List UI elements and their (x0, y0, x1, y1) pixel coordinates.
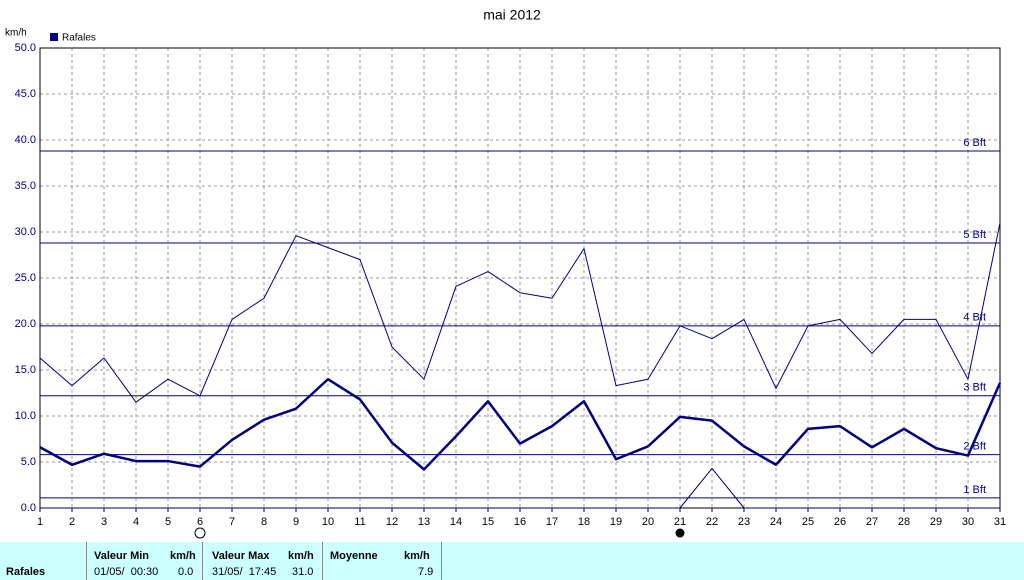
x-tick-label: 1 (37, 516, 43, 528)
x-tick-label: 3 (101, 516, 107, 528)
x-tick-label: 15 (482, 516, 494, 528)
y-tick-label: 30.0 (15, 226, 36, 238)
summary-panel: Rafales Valeur Min km/h Valeur Max km/h … (0, 542, 1024, 580)
x-tick-label: 30 (962, 516, 974, 528)
y-unit: km/h (5, 28, 27, 39)
x-tick-label: 5 (165, 516, 171, 528)
summary-name: Rafales (6, 566, 46, 578)
summary-box (86, 542, 442, 580)
x-tick-label: 18 (578, 516, 590, 528)
data-line (39, 377, 1002, 471)
legend-label: Rafales (62, 33, 96, 44)
x-tick-label: 8 (261, 516, 267, 528)
x-tick-label: 17 (546, 516, 558, 528)
x-tick-label: 13 (418, 516, 430, 528)
x-tick-label: 29 (930, 516, 942, 528)
divider (322, 542, 323, 580)
x-tick-label: 10 (322, 516, 334, 528)
chart: mai 2012 km/h Rafales 0.0 5.0 10.0 15.0 20.0… (5, 7, 1006, 539)
value: 31/05/ 17:45 (212, 566, 277, 578)
data-line (40, 467, 1000, 509)
value: 0.0 (178, 566, 194, 578)
data-line (39, 222, 1001, 403)
x-tick-label: 2 (69, 516, 75, 528)
x-tick-label: 28 (898, 516, 910, 528)
x-tick-label: 12 (386, 516, 398, 528)
value: 01/05/ 00:30 (94, 566, 159, 578)
header: km/h (404, 550, 430, 562)
reference-label: 1 Bft (963, 484, 986, 496)
x-tick-label: 6 (197, 516, 203, 528)
moon-phase (675, 528, 685, 538)
header: Valeur Min (94, 550, 150, 562)
reference-label: 3 Bft (963, 382, 986, 394)
x-tick-label: 23 (738, 516, 750, 528)
y-tick-label: 0.0 (21, 502, 36, 514)
y-tick-label: 50.0 (15, 42, 36, 54)
x-tick-label: 31 (994, 516, 1006, 528)
value: 31.0 (292, 566, 314, 578)
moon-phase (194, 527, 206, 539)
reference-label: 2 Bft (963, 441, 986, 453)
x-tick-label: 21 (674, 516, 686, 528)
x-tick-label: 16 (514, 516, 526, 528)
legend-swatch (50, 33, 58, 41)
x-tick-label: 24 (770, 516, 782, 528)
header: Moyenne (330, 550, 378, 562)
x-tick-label: 22 (706, 516, 718, 528)
reference-label: 5 Bft (963, 229, 986, 241)
header: km/h (170, 550, 196, 562)
x-tick-label: 11 (354, 516, 365, 528)
x-tick-label: 4 (133, 516, 139, 528)
y-tick-label: 35.0 (15, 180, 36, 192)
reference-label: 4 Bft (963, 312, 986, 324)
chart-title: mai 2012 (483, 7, 541, 23)
reference-label: 6 Bft (963, 137, 986, 149)
x-tick-label: 27 (866, 516, 878, 528)
y-tick-label: 45.0 (15, 88, 36, 100)
x-tick-label: 20 (642, 516, 654, 528)
y-tick-label: 15.0 (15, 364, 36, 376)
x-tick-label: 19 (610, 516, 622, 528)
header: km/h (288, 550, 314, 562)
header: Valeur Max (212, 550, 270, 562)
y-tick-label: 10.0 (15, 410, 36, 422)
y-tick-label: 20.0 (15, 318, 36, 330)
x-tick-label: 25 (802, 516, 814, 528)
y-tick-label: 25.0 (15, 272, 36, 284)
y-tick-label: 40.0 (15, 134, 36, 146)
x-tick-label: 9 (293, 516, 299, 528)
y-tick-label: 5.0 (21, 456, 36, 468)
value: 7.9 (418, 566, 434, 578)
x-tick-label: 14 (450, 516, 462, 528)
divider (202, 542, 203, 580)
x-tick-label: 7 (229, 516, 235, 528)
x-tick-label: 26 (834, 516, 846, 528)
